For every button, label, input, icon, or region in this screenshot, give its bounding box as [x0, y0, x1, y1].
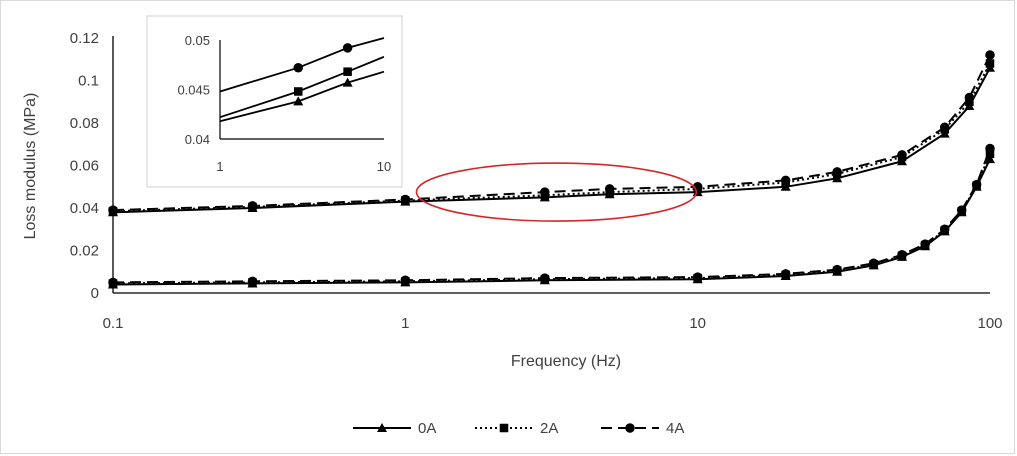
- legend-label-4a: 4A: [666, 420, 684, 437]
- inset-point-0a: [342, 77, 353, 87]
- y-axis-label: Loss modulus (MPa): [22, 93, 39, 240]
- x-axis-label: Frequency (Hz): [511, 353, 621, 370]
- data-point-4a: [247, 201, 258, 211]
- data-point-4a: [920, 239, 930, 249]
- y-tick-label: 0.04: [70, 200, 99, 217]
- inset-point-0a: [293, 96, 304, 106]
- legend-label-2a: 2A: [540, 420, 558, 437]
- data-point-4a: [985, 50, 995, 60]
- data-point-4a: [956, 205, 967, 215]
- inset-line-4a: [219, 37, 385, 93]
- data-point-4a: [939, 224, 950, 234]
- series-line-2a-lower: [112, 153, 991, 285]
- inset-x-tick-label: 10: [377, 159, 391, 174]
- data-point-4a: [400, 194, 411, 205]
- inset-point-4a: [342, 43, 353, 53]
- y-tick-label: 0.06: [70, 158, 99, 175]
- inset-y-tick-label: 0.045: [177, 83, 210, 98]
- data-point-2a: [985, 59, 995, 68]
- data-point-4a: [897, 250, 907, 260]
- x-tick-label: 100: [977, 315, 1002, 332]
- data-point-4a: [108, 205, 118, 215]
- annotation-group: [415, 162, 698, 222]
- legend: 0A 2A 4A: [353, 420, 684, 437]
- data-point-4a: [897, 150, 907, 160]
- data-point-4a: [540, 187, 550, 197]
- inset-y-tick-label: 0.05: [185, 33, 210, 48]
- series-line-4a-lower: [112, 148, 991, 284]
- data-point-4a: [985, 143, 995, 154]
- data-point-4a: [832, 167, 842, 177]
- axes-group: 0 0.02 0.04 0.06 0.08 0.1 0.12 0.1 1 10 100: [70, 30, 1003, 332]
- inset-point-2a: [343, 67, 352, 76]
- data-point-4a: [604, 184, 615, 194]
- data-point-4a: [108, 277, 118, 288]
- data-point-4a: [780, 175, 791, 186]
- y-tick-label: 0.12: [70, 30, 99, 47]
- data-point-4a: [540, 273, 550, 283]
- data-point-4a: [964, 92, 975, 103]
- data-point-4a: [780, 269, 791, 279]
- y-tick-label: 0: [91, 285, 99, 302]
- legend-marker-4a: [625, 423, 635, 433]
- inset-x-tick-label: 1: [216, 159, 223, 174]
- series-line-4a-upper: [112, 54, 991, 212]
- x-tick-label: 0.1: [103, 315, 124, 332]
- inset-chart: 0.04 0.045 0.05 1 10: [146, 15, 403, 188]
- inset-line-2a: [219, 55, 385, 119]
- x-tick-label: 10: [689, 315, 706, 332]
- data-point-4a: [939, 122, 950, 132]
- data-point-4a: [247, 276, 258, 287]
- data-point-2a: [985, 149, 995, 159]
- x-tick-label: 1: [401, 315, 409, 332]
- series-group: [108, 50, 995, 289]
- data-point-4a: [868, 258, 879, 268]
- legend-marker-2a: [499, 423, 509, 433]
- inset-point-2a: [293, 87, 303, 96]
- highlight-ellipse: [415, 162, 698, 222]
- inset-point-4a: [293, 62, 303, 73]
- inset-y-tick-label: 0.04: [185, 132, 210, 147]
- data-point-4a: [692, 272, 703, 282]
- y-tick-label: 0.02: [70, 243, 99, 260]
- inset-line-0a: [219, 70, 385, 123]
- legend-label-0a: 0A: [418, 420, 436, 437]
- data-point-4a: [400, 275, 411, 285]
- y-tick-label: 0.1: [78, 73, 99, 90]
- data-point-0a: [985, 154, 995, 164]
- legend-marker-0a: [377, 423, 387, 432]
- data-point-4a: [832, 264, 842, 275]
- data-point-4a: [971, 179, 982, 190]
- y-tick-label: 0.08: [70, 115, 99, 132]
